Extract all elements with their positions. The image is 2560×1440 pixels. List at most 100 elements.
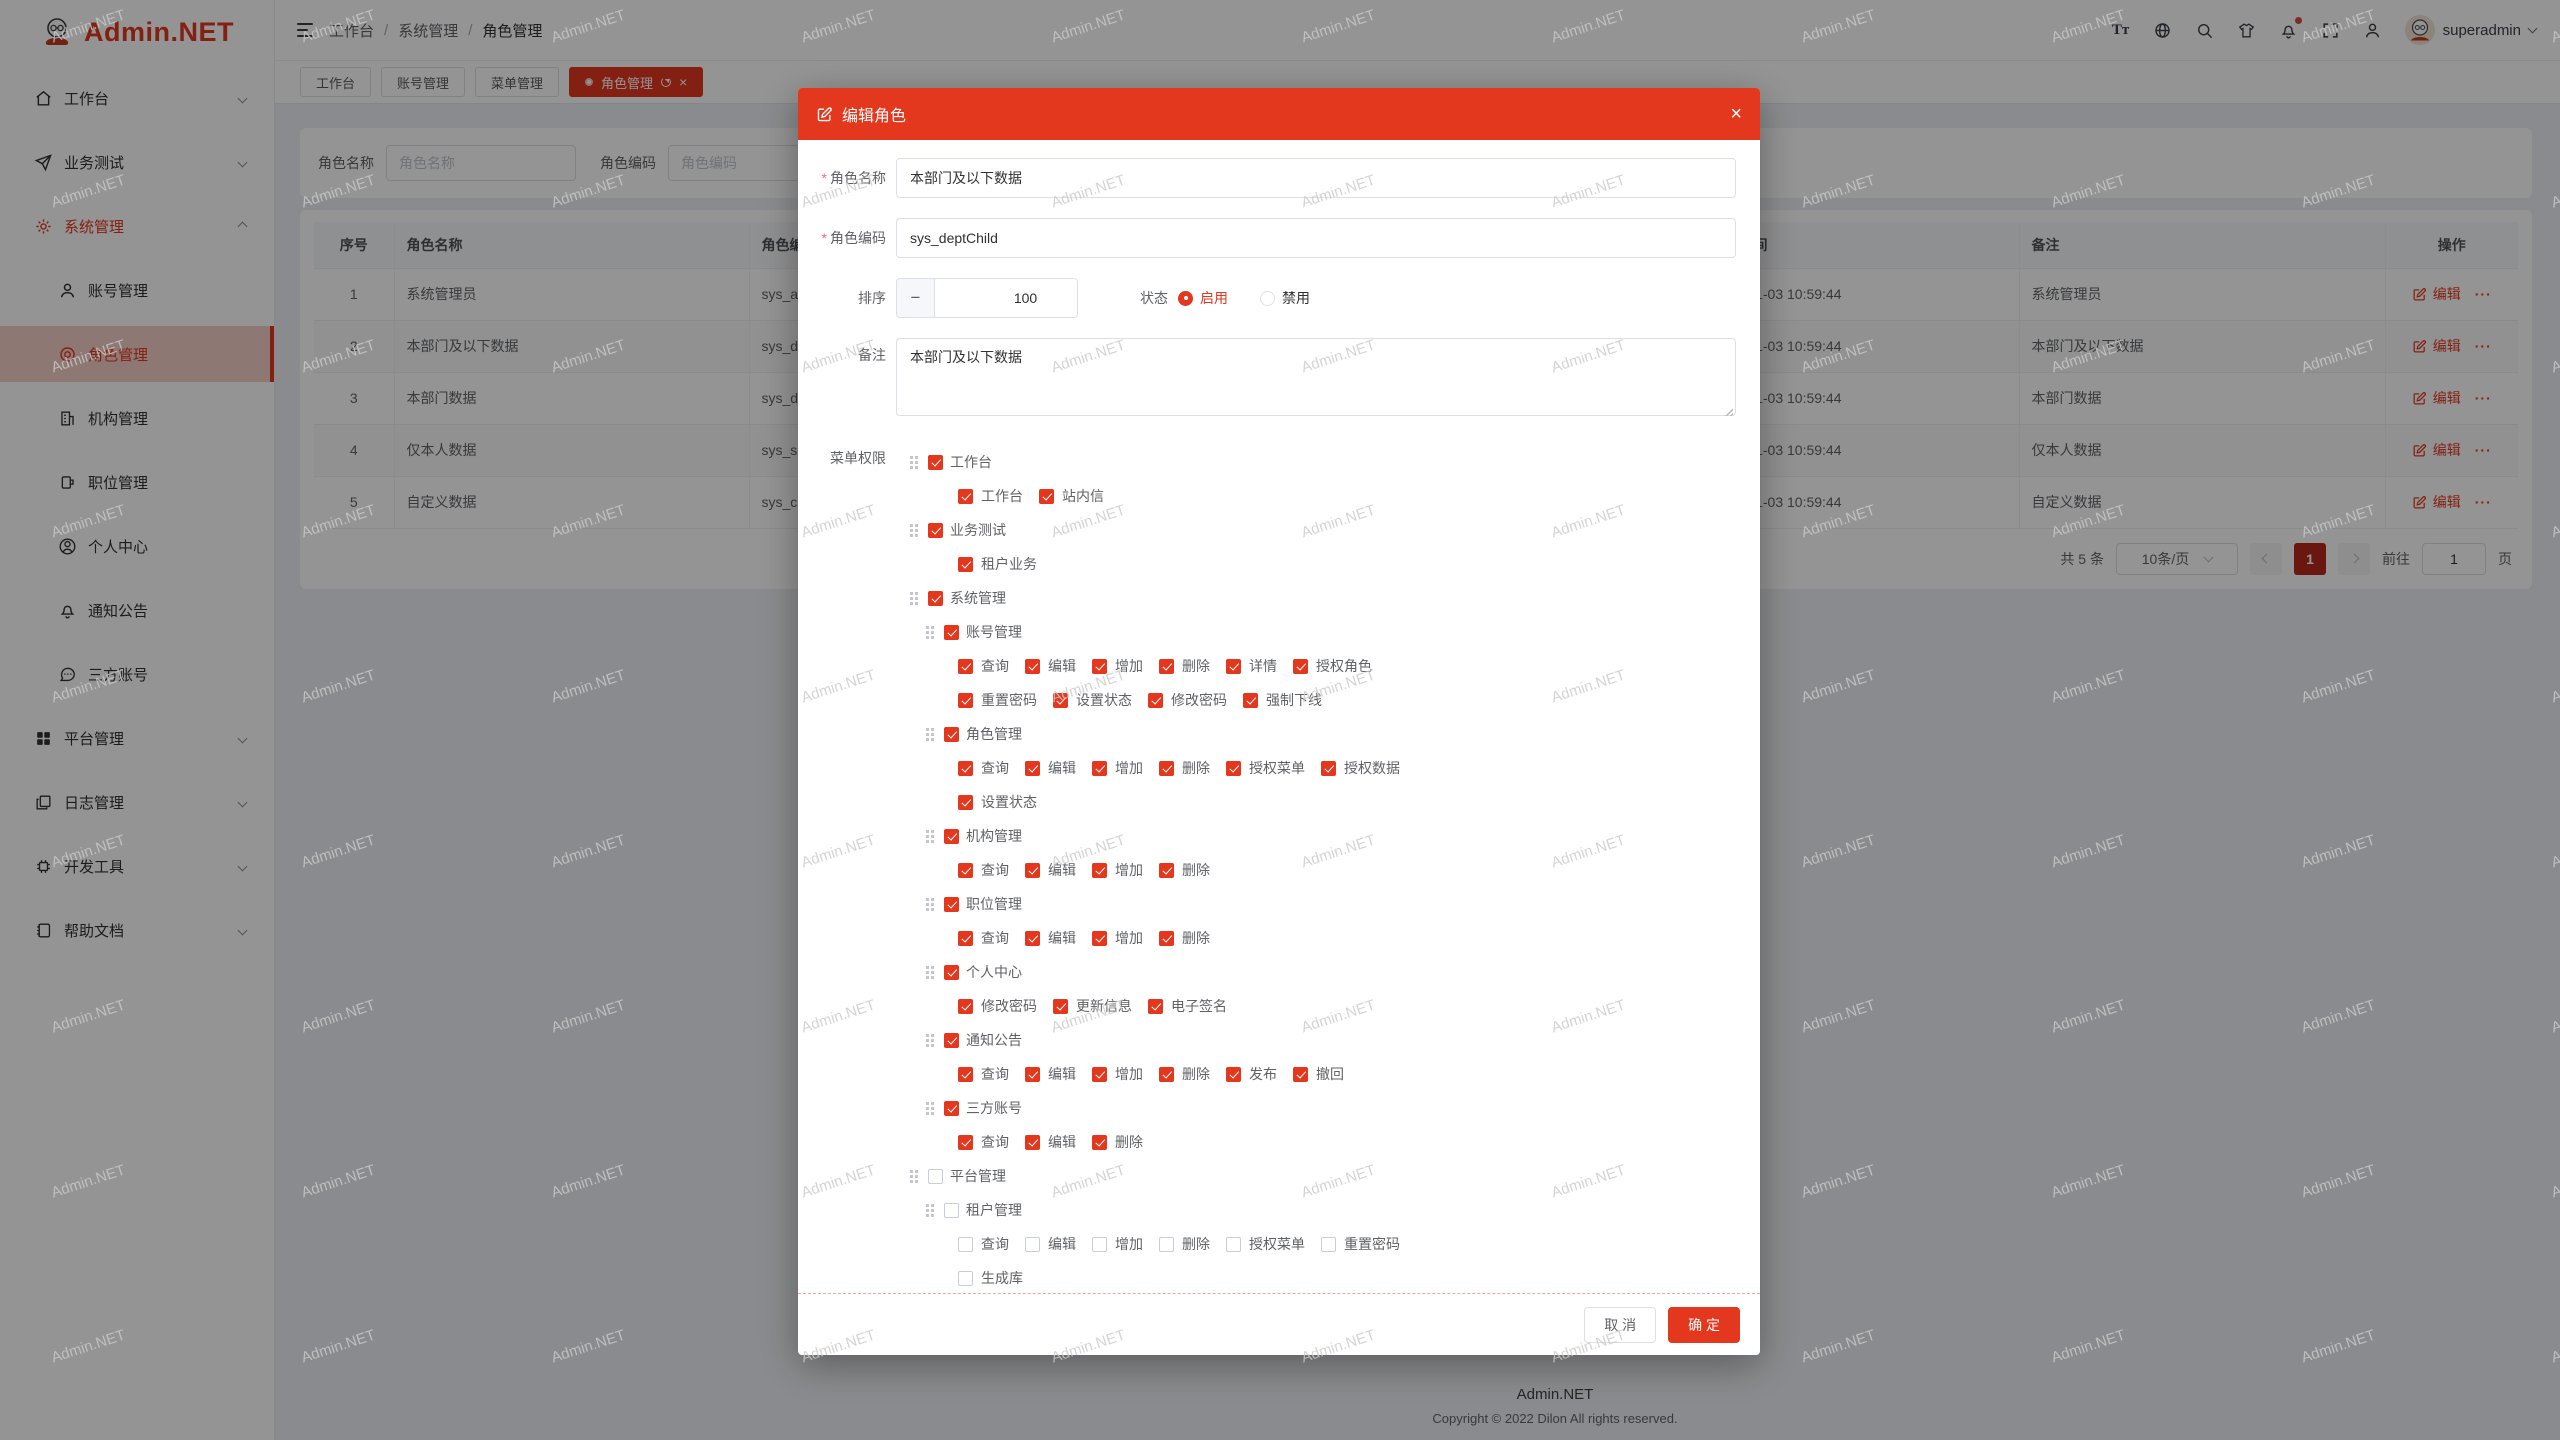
tree-action-强制下线[interactable]: 强制下线	[1243, 683, 1322, 717]
tree-node-label[interactable]: 机构管理	[966, 828, 1022, 844]
checkbox-checked-icon[interactable]	[1025, 1066, 1040, 1082]
goto-page-input[interactable]	[2422, 542, 2486, 575]
tree-node-label[interactable]: 职位管理	[966, 896, 1022, 912]
checkbox-unchecked-icon[interactable]	[1226, 1236, 1241, 1252]
sidebar-item-grid[interactable]: 平台管理	[0, 710, 274, 766]
sidebar-item-docs[interactable]: 帮助文档	[0, 902, 274, 958]
tree-action-授权菜单[interactable]: 授权菜单	[1226, 751, 1305, 785]
tree-action-删除[interactable]: 删除	[1092, 1125, 1143, 1159]
decrement-button[interactable]: −	[897, 279, 935, 317]
logo[interactable]: Admin.NET	[0, 0, 274, 64]
checkbox-checked-icon[interactable]	[1025, 1134, 1040, 1150]
tree-action-设置状态[interactable]: 设置状态	[1053, 683, 1132, 717]
checkbox-unchecked-icon[interactable]	[1025, 1236, 1040, 1252]
tree-action-编辑[interactable]: 编辑	[1025, 853, 1076, 887]
sidebar-item-user[interactable]: 账号管理	[0, 262, 274, 318]
drag-handle-icon[interactable]	[926, 1033, 934, 1047]
drag-handle-icon[interactable]	[910, 591, 918, 605]
drag-handle-icon[interactable]	[926, 1101, 934, 1115]
fullscreen-icon[interactable]	[2321, 20, 2341, 40]
checkbox-checked-icon[interactable]	[944, 964, 959, 980]
sidebar-item-gear[interactable]: 系统管理	[0, 198, 274, 254]
checkbox-checked-icon[interactable]	[1092, 930, 1107, 946]
checkbox-checked-icon[interactable]	[928, 454, 943, 470]
drag-handle-icon[interactable]	[926, 625, 934, 639]
tree-action-增加[interactable]: 增加	[1092, 921, 1143, 955]
edit-button[interactable]: 编辑 ···	[2398, 388, 2507, 408]
collapse-menu-icon[interactable]	[297, 23, 313, 37]
more-actions-button[interactable]: ···	[2474, 286, 2492, 302]
drag-handle-icon[interactable]	[926, 965, 934, 979]
tree-action-增加[interactable]: 增加	[1092, 1057, 1143, 1091]
tree-action-编辑[interactable]: 编辑	[1025, 1125, 1076, 1159]
tree-action-重置密码[interactable]: 重置密码	[1321, 1227, 1400, 1261]
checkbox-checked-icon[interactable]	[1159, 930, 1174, 946]
checkbox-checked-icon[interactable]	[1148, 692, 1163, 708]
sidebar-item-bell[interactable]: 通知公告	[0, 582, 274, 638]
tree-action-站内信[interactable]: 站内信	[1039, 479, 1104, 513]
tree-node-label[interactable]: 三方账号	[966, 1100, 1022, 1116]
checkbox-checked-icon[interactable]	[958, 794, 973, 810]
tree-action-删除[interactable]: 删除	[1159, 1057, 1210, 1091]
sidebar-item-org[interactable]: 机构管理	[0, 390, 274, 446]
tree-node-label[interactable]: 租户管理	[966, 1202, 1022, 1218]
checkbox-checked-icon[interactable]	[958, 488, 973, 504]
checkbox-unchecked-icon[interactable]	[1159, 1236, 1174, 1252]
tree-node-label[interactable]: 角色管理	[966, 726, 1022, 742]
sidebar-item-post[interactable]: 职位管理	[0, 454, 274, 510]
tree-action-删除[interactable]: 删除	[1159, 649, 1210, 683]
tree-action-查询[interactable]: 查询	[958, 1057, 1009, 1091]
sidebar-item-role[interactable]: 角色管理	[0, 326, 274, 382]
tab-工作台[interactable]: 工作台	[300, 67, 372, 97]
tree-action-编辑[interactable]: 编辑	[1025, 751, 1076, 785]
refresh-icon[interactable]	[661, 77, 672, 87]
checkbox-checked-icon[interactable]	[1293, 1066, 1308, 1082]
checkbox-checked-icon[interactable]	[944, 1100, 959, 1116]
checkbox-checked-icon[interactable]	[1092, 862, 1107, 878]
tree-action-设置状态[interactable]: 设置状态	[958, 785, 1037, 819]
checkbox-checked-icon[interactable]	[958, 998, 973, 1014]
cancel-button[interactable]: 取 消	[1584, 1306, 1657, 1343]
checkbox-checked-icon[interactable]	[928, 522, 943, 538]
checkbox-checked-icon[interactable]	[1243, 692, 1258, 708]
checkbox-checked-icon[interactable]	[1226, 658, 1241, 674]
page-size-select[interactable]: 10条/页	[2116, 542, 2238, 575]
checkbox-checked-icon[interactable]	[1025, 930, 1040, 946]
tree-action-编辑[interactable]: 编辑	[1025, 1227, 1076, 1261]
drag-handle-icon[interactable]	[910, 1169, 918, 1183]
checkbox-checked-icon[interactable]	[1025, 760, 1040, 776]
confirm-button[interactable]: 确 定	[1668, 1306, 1740, 1343]
checkbox-checked-icon[interactable]	[958, 556, 973, 572]
checkbox-checked-icon[interactable]	[1226, 760, 1241, 776]
checkbox-checked-icon[interactable]	[944, 896, 959, 912]
sidebar-item-profile[interactable]: 个人中心	[0, 518, 274, 574]
edit-button[interactable]: 编辑 ···	[2398, 440, 2507, 460]
tree-action-修改密码[interactable]: 修改密码	[1148, 683, 1227, 717]
tree-action-编辑[interactable]: 编辑	[1025, 1057, 1076, 1091]
sidebar-item-send[interactable]: 业务测试	[0, 134, 274, 190]
current-page-button[interactable]: 1	[2294, 542, 2326, 575]
tree-action-查询[interactable]: 查询	[958, 921, 1009, 955]
tree-action-生成库[interactable]: 生成库	[958, 1261, 1023, 1293]
checkbox-checked-icon[interactable]	[928, 590, 943, 606]
checkbox-checked-icon[interactable]	[958, 862, 973, 878]
edit-button[interactable]: 编辑 ···	[2398, 284, 2507, 304]
search-icon[interactable]	[2195, 20, 2215, 40]
sidebar-item-tools[interactable]: 开发工具	[0, 838, 274, 894]
checkbox-checked-icon[interactable]	[1053, 692, 1068, 708]
font-size-icon[interactable]: Tт	[2111, 21, 2130, 38]
checkbox-checked-icon[interactable]	[1159, 862, 1174, 878]
checkbox-checked-icon[interactable]	[1159, 1066, 1174, 1082]
sidebar-item-chat[interactable]: 三方账号	[0, 646, 274, 702]
tree-action-电子签名[interactable]: 电子签名	[1148, 989, 1227, 1023]
tree-node-label[interactable]: 工作台	[950, 454, 992, 470]
tree-action-查询[interactable]: 查询	[958, 649, 1009, 683]
checkbox-checked-icon[interactable]	[1092, 760, 1107, 776]
checkbox-checked-icon[interactable]	[958, 930, 973, 946]
checkbox-unchecked-icon[interactable]	[928, 1168, 943, 1184]
checkbox-checked-icon[interactable]	[944, 828, 959, 844]
tree-action-删除[interactable]: 删除	[1159, 921, 1210, 955]
checkbox-unchecked-icon[interactable]	[1092, 1236, 1107, 1252]
tree-action-重置密码[interactable]: 重置密码	[958, 683, 1037, 717]
checkbox-checked-icon[interactable]	[1053, 998, 1068, 1014]
